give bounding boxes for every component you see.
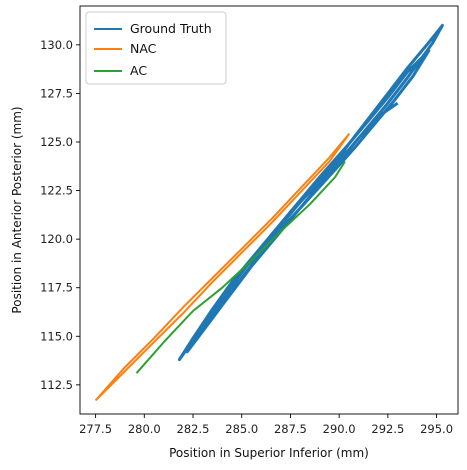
x-tick-label: 280.0 bbox=[128, 422, 161, 436]
plot-frame bbox=[79, 5, 459, 415]
x-tick-label: 292.5 bbox=[371, 422, 404, 436]
x-axis-label: Position in Superior Inferior (mm) bbox=[169, 446, 369, 460]
x-tick-label: 285.0 bbox=[225, 422, 258, 436]
y-tick-label: 130.0 bbox=[40, 38, 73, 52]
legend-label-nac: NAC bbox=[130, 41, 157, 56]
series-layer bbox=[94, 23, 444, 402]
x-tick-label: 282.5 bbox=[177, 422, 210, 436]
x-tick-label: 287.5 bbox=[274, 422, 307, 436]
y-tick-label: 120.0 bbox=[40, 232, 73, 246]
legend-entry-ground-truth: Ground Truth bbox=[94, 21, 212, 36]
y-axis: 112.5 115.0 117.5 120.0 122.5 125.0 127.5 130.0 bbox=[40, 38, 80, 392]
legend-label-ground-truth: Ground Truth bbox=[130, 21, 212, 36]
y-axis-label: Position in Anterior Posterior (mm) bbox=[10, 106, 24, 313]
y-tick-label: 122.5 bbox=[40, 184, 73, 198]
legend-label-ac: AC bbox=[130, 63, 147, 78]
x-tick-label: 295.0 bbox=[420, 422, 453, 436]
series-line-nac bbox=[94, 133, 350, 402]
x-tick-label: 290.0 bbox=[323, 422, 356, 436]
y-tick-label: 117.5 bbox=[40, 281, 73, 295]
series-line-ac bbox=[135, 160, 346, 374]
x-tick-label: 277.5 bbox=[79, 422, 112, 436]
legend-entry-nac: NAC bbox=[94, 41, 157, 56]
x-axis: 277.5 280.0 282.5 285.0 287.5 290.0 292.5 295.0 bbox=[79, 414, 453, 436]
y-tick-label: 115.0 bbox=[40, 329, 73, 343]
y-tick-label: 127.5 bbox=[40, 86, 73, 100]
y-tick-label: 125.0 bbox=[40, 135, 73, 149]
y-tick-label: 112.5 bbox=[40, 378, 73, 392]
legend-entry-ac: AC bbox=[94, 63, 147, 78]
legend: Ground Truth NAC AC bbox=[85, 11, 227, 85]
